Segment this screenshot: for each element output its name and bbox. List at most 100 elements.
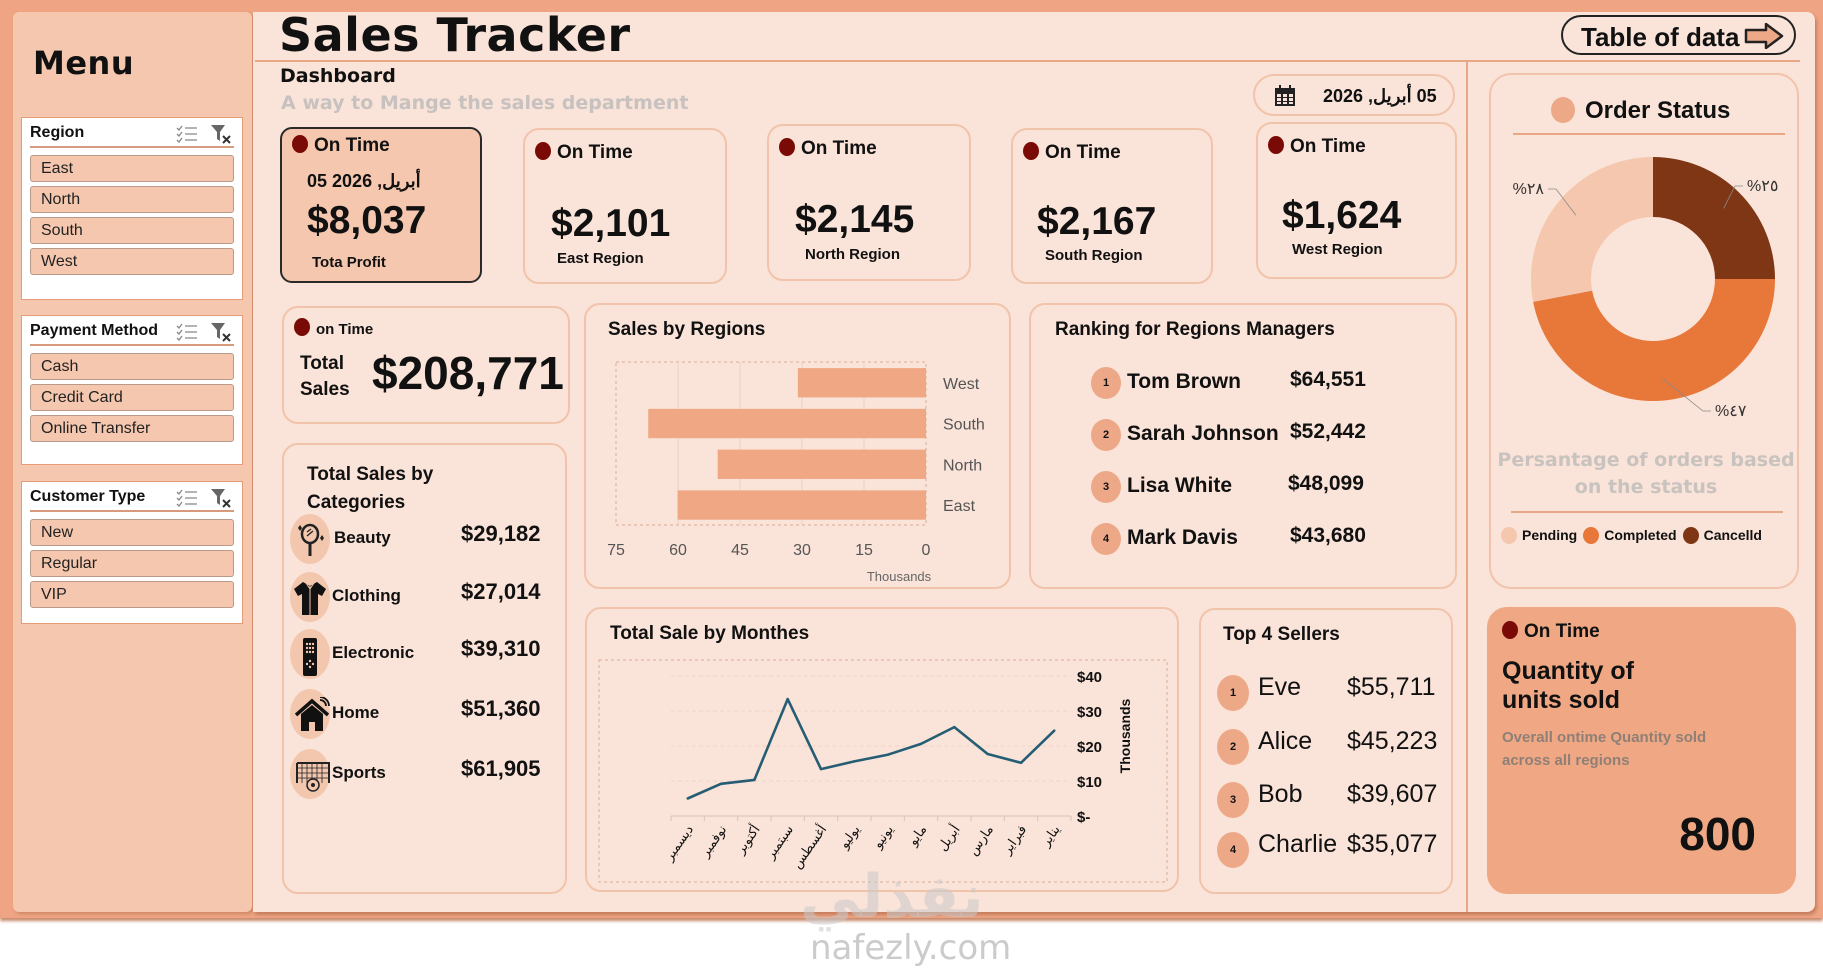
- north-region-card: On Time $2,145 North Region: [767, 124, 971, 281]
- status-badge: on Time: [294, 318, 373, 338]
- y-tick-label: $30: [1077, 704, 1102, 721]
- month-label: ديسمبر: [661, 822, 698, 865]
- x-tick-label: 60: [669, 542, 687, 559]
- quantity-description: Overall ontime Quantity sold across all …: [1502, 726, 1706, 772]
- month-label: سبتمبر: [762, 822, 797, 863]
- rank-badge: 1: [1091, 367, 1121, 399]
- table-of-data-button[interactable]: Table of data: [1561, 15, 1796, 55]
- clear-filter-icon[interactable]: [210, 488, 232, 508]
- slicer-item-east[interactable]: East: [30, 155, 234, 182]
- data-point: [853, 760, 856, 763]
- slicer-customer-type: Customer Type New Regular VIP: [21, 481, 243, 624]
- multiselect-icon[interactable]: [176, 488, 198, 508]
- month-label: مارس: [965, 822, 997, 858]
- total-sales-value: $208,771: [372, 347, 564, 399]
- data-point: [953, 725, 956, 729]
- y-tick-label: $20: [1077, 739, 1102, 756]
- slicer-header: Customer Type: [30, 488, 234, 512]
- leader-line: [1548, 188, 1577, 216]
- sales-by-regions-card: Sales by Regions East North South West 75 60 4…: [584, 303, 1011, 589]
- legend-item-pending: Pending: [1501, 527, 1577, 544]
- quantity-title-line1: Quantity of: [1502, 657, 1634, 685]
- clear-filter-icon[interactable]: [210, 124, 232, 144]
- quantity-description-line2: across all regions: [1502, 752, 1630, 769]
- slicer-item-north[interactable]: North: [30, 186, 234, 213]
- rank-badge: 4: [1091, 523, 1121, 555]
- sales-by-regions-title: Sales by Regions: [608, 319, 766, 340]
- data-point: [686, 797, 689, 800]
- data-point: [886, 753, 889, 756]
- category-label: South: [943, 417, 985, 434]
- data-point: [1019, 761, 1023, 764]
- order-status-chart: %٢٥ %٤٧ %٢٨: [1513, 157, 1778, 420]
- arrow-right-icon: [1744, 23, 1784, 49]
- north-region-label: North Region: [805, 246, 900, 263]
- south-region-card: On Time $2,167 South Region: [1011, 128, 1213, 284]
- slicer-item-south[interactable]: South: [30, 217, 234, 244]
- slicer-item-regular[interactable]: Regular: [30, 550, 234, 577]
- slicer-title: Region: [30, 124, 85, 141]
- status-badge: On Time: [1502, 621, 1600, 643]
- south-region-value: $2,167: [1037, 200, 1157, 243]
- month-label: أبريل: [934, 822, 964, 855]
- status-text: On Time: [314, 135, 390, 156]
- bar-north: [717, 449, 926, 479]
- watermark-latin: nafezly.com: [810, 928, 1012, 968]
- order-status-card: Order Status %٢٥ %٤٧ %٢٨ Persantage of ord…: [1489, 73, 1799, 589]
- slicer-header: Region: [30, 124, 234, 148]
- legend-swatch-icon: [1682, 527, 1699, 544]
- manager-name: Sarah Johnson: [1127, 422, 1279, 445]
- y-tick-label: $40: [1077, 669, 1102, 686]
- table-of-data-label: Table of data: [1581, 22, 1740, 52]
- page-subtitle: A way to Mange the sales department: [281, 92, 689, 114]
- status-text: On Time: [557, 142, 633, 163]
- east-region-label: East Region: [557, 250, 644, 267]
- slicer-item-new[interactable]: New: [30, 519, 234, 546]
- category-name: Sports: [332, 763, 386, 782]
- slicer-item-west[interactable]: West: [30, 248, 234, 275]
- order-status-caption: Persantage of orders based on the status: [1491, 447, 1801, 501]
- caption-line1: Persantage of orders based: [1497, 449, 1795, 471]
- monthly-sales-title: Total Sale by Monthes: [610, 623, 810, 644]
- category-name: Home: [332, 703, 380, 722]
- total-sales-label-line2: Sales: [300, 379, 350, 400]
- manager-sales: $43,680: [1290, 524, 1366, 547]
- slicer-item-credit-card[interactable]: Credit Card: [30, 384, 234, 411]
- slicer-region: Region East North South West: [21, 117, 243, 300]
- clear-filter-icon[interactable]: [210, 322, 232, 342]
- bar-east: [677, 490, 926, 520]
- slicer-item-cash[interactable]: Cash: [30, 353, 234, 380]
- category-value: $27,014: [461, 579, 541, 604]
- date-display: 05 أبريل, 2026: [1253, 74, 1455, 116]
- x-tick-label: 45: [731, 542, 749, 559]
- mirror-icon: [290, 514, 330, 564]
- header-divider: [255, 60, 1800, 62]
- data-point: [753, 778, 756, 782]
- date-text: 05 أبريل, 2026: [1323, 86, 1437, 106]
- category-label: West: [943, 376, 980, 393]
- manager-sales: $64,551: [1290, 368, 1366, 391]
- multiselect-icon[interactable]: [176, 124, 198, 144]
- month-label: يوليو: [836, 822, 864, 853]
- menu-title: Menu: [33, 44, 135, 82]
- month-label: نوفمبر: [696, 822, 730, 861]
- status-dot-icon: [1268, 136, 1284, 154]
- categories-title-line1: Total Sales by: [307, 464, 434, 485]
- multiselect-icon[interactable]: [176, 322, 198, 342]
- manager-sales: $52,442: [1290, 420, 1366, 443]
- manager-name: Tom Brown: [1127, 370, 1241, 393]
- slicer-item-vip[interactable]: VIP: [30, 581, 234, 608]
- caption-line2: on the status: [1574, 476, 1718, 498]
- data-point: [1053, 729, 1056, 732]
- page-title: Sales Tracker: [279, 8, 631, 62]
- seller-sales: $39,607: [1347, 780, 1438, 808]
- seller-name: Bob: [1258, 780, 1303, 808]
- slicer-item-online-transfer[interactable]: Online Transfer: [30, 415, 234, 442]
- bar-south: [648, 408, 926, 439]
- legend-item-cancelld: Cancelld: [1682, 527, 1762, 544]
- vertical-divider: [1466, 61, 1468, 912]
- sales-by-regions-chart: East North South West 75 60 45 30 15 0 Thousands: [607, 361, 985, 584]
- month-label: مايو: [904, 822, 930, 849]
- status-badge: On Time: [292, 135, 390, 157]
- quantity-title-line2: units sold: [1502, 686, 1621, 714]
